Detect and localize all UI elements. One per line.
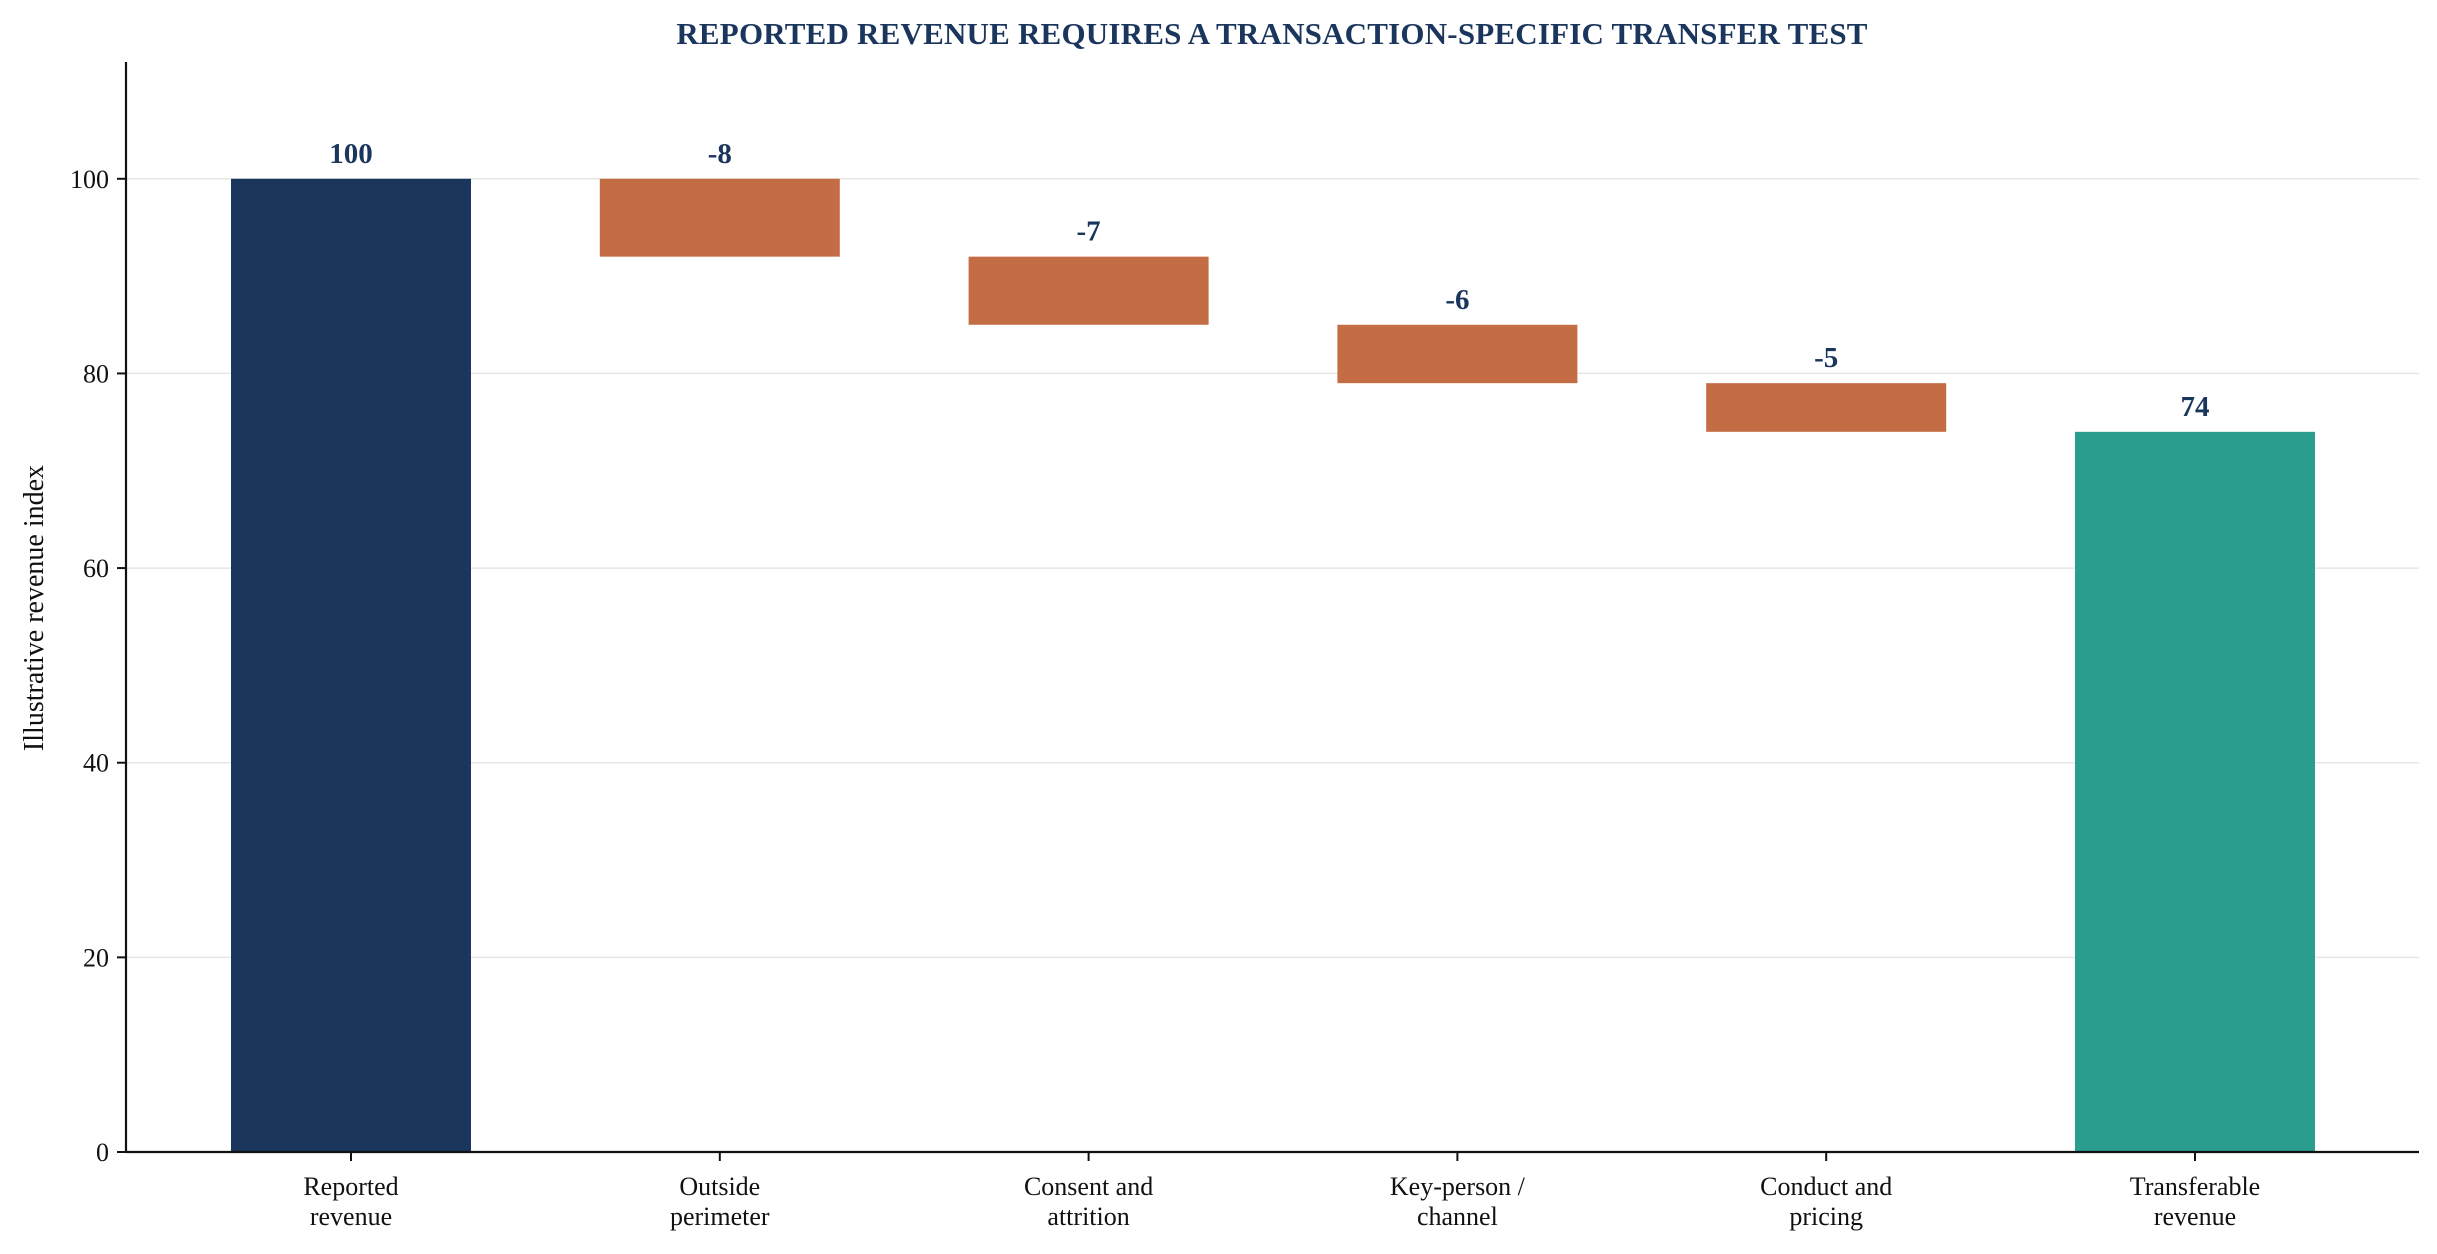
- x-category-label-line: attrition: [1047, 1202, 1129, 1231]
- data-label: 100: [329, 138, 373, 170]
- bar-delta: [1337, 324, 1578, 384]
- data-label: -8: [708, 138, 732, 170]
- y-tick-label: 80: [83, 359, 109, 388]
- x-category-label-line: revenue: [2154, 1202, 2236, 1231]
- chart-title: REPORTED REVENUE REQUIRES A TRANSACTION-…: [676, 16, 1867, 51]
- x-category-label-line: perimeter: [670, 1202, 770, 1231]
- bar-delta: [1706, 383, 1947, 432]
- y-tick-label: 0: [96, 1138, 109, 1167]
- x-category-label-line: Key-person /: [1390, 1172, 1526, 1201]
- x-category-label: Transferable revenue: [2130, 1172, 2260, 1231]
- x-category-label: Conduct and pricing: [1760, 1172, 1892, 1231]
- data-label: -6: [1445, 284, 1469, 316]
- x-category-label-line: revenue: [310, 1202, 392, 1231]
- grid-lines: [126, 178, 2419, 959]
- bars: [231, 178, 2315, 1153]
- data-label: -5: [1814, 342, 1838, 374]
- axes: 0 20 40 60 80 100: [70, 62, 2419, 1167]
- y-axis-title: Illustrative revenue index: [19, 465, 50, 751]
- data-label: 74: [2181, 391, 2210, 423]
- y-tick-label: 40: [83, 749, 109, 778]
- x-category-label: Outside perimeter: [670, 1172, 770, 1231]
- x-category-label-line: Conduct and: [1760, 1172, 1892, 1201]
- x-category-label: Key-person / channel: [1390, 1172, 1526, 1231]
- bar-delta: [599, 178, 840, 257]
- data-label: -7: [1077, 216, 1101, 248]
- y-tick-label: 60: [83, 554, 109, 583]
- y-tick-label: 20: [83, 943, 109, 972]
- x-category-label-line: Reported: [303, 1172, 398, 1201]
- bar-delta: [968, 256, 1209, 325]
- bar-final: [2075, 431, 2315, 1153]
- y-tick-label: 100: [70, 165, 109, 194]
- x-category-label-line: channel: [1417, 1202, 1498, 1231]
- x-category-label-line: Transferable: [2130, 1172, 2260, 1201]
- x-category-label-line: pricing: [1789, 1202, 1863, 1231]
- x-category-label-line: Outside: [679, 1172, 760, 1201]
- x-category-label-line: Consent and: [1024, 1172, 1153, 1201]
- bar-total: [231, 178, 471, 1153]
- x-category-label: Reported revenue: [303, 1172, 398, 1231]
- x-category-label: Consent and attrition: [1024, 1172, 1153, 1231]
